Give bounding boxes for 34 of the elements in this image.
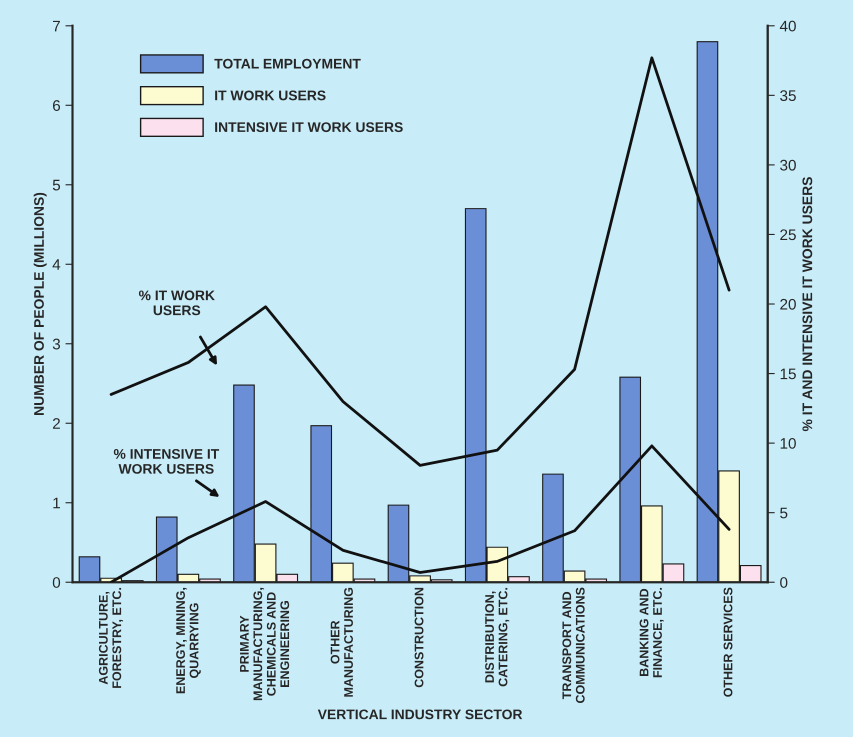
x-tick-label: DISTRIBUTION, CATERING, ETC. — [485, 588, 510, 686]
x-tick-label: BANKING AND FINANCE, ETC. — [640, 588, 664, 678]
y-tick-label: 0 — [52, 577, 60, 588]
y-tick-label: 2 — [52, 418, 60, 429]
y2-tick-label: 30 — [780, 160, 796, 171]
y-tick-label: 4 — [52, 259, 60, 270]
x-tick-label: OTHER MANUFACTURING — [330, 588, 353, 697]
y-tick-label: 1 — [53, 498, 60, 508]
legend-label: INTENSIVE IT WORK USERS — [215, 122, 403, 132]
x-axis-title: VERTICAL INDUSTRY SECTOR — [318, 709, 522, 720]
x-tick-label: TRANSPORT AND COMMUNICATIONS — [562, 588, 585, 704]
x-tick-label: ENERGY, MINING, QUARRYING — [176, 588, 201, 694]
x-tick-label: CONSTRUCTION — [414, 588, 424, 688]
y2-tick-label: 25 — [780, 229, 796, 240]
annotation: % IT WORK USERS — [138, 290, 215, 316]
y-tick-label: 6 — [52, 100, 60, 111]
y2-tick-label: 0 — [780, 577, 788, 588]
y-tick-label: 7 — [52, 20, 60, 32]
x-tick-label: PRIMARY MANUFACTURING, CHEMICALS AND ENGINEERING — [240, 588, 290, 700]
y-tick-label: 5 — [52, 180, 60, 190]
y-tick-label: 3 — [52, 338, 60, 350]
y2-tick-label: 15 — [780, 368, 796, 380]
y-axis-title: NUMBER OF PEOPLE (MILLIONS) — [34, 192, 47, 415]
y2-tick-label: 40 — [780, 20, 796, 32]
y2-axis-title: % IT AND INTENSIVE IT WORK USERS — [802, 177, 812, 432]
y2-tick-label: 35 — [780, 90, 796, 102]
x-tick-label: OTHER SERVICES — [724, 588, 732, 697]
y2-tick-label: 5 — [780, 508, 788, 518]
annotation: % INTENSIVE IT WORK USERS — [114, 449, 220, 474]
y2-tick-label: 20 — [780, 298, 796, 310]
y2-tick-label: 10 — [780, 438, 796, 449]
legend-label: IT WORK USERS — [215, 90, 326, 100]
legend-label: TOTAL EMPLOYMENT — [214, 58, 361, 69]
x-tick-label: AGRICULTURE, FORESTRY, ETC. — [98, 588, 124, 688]
